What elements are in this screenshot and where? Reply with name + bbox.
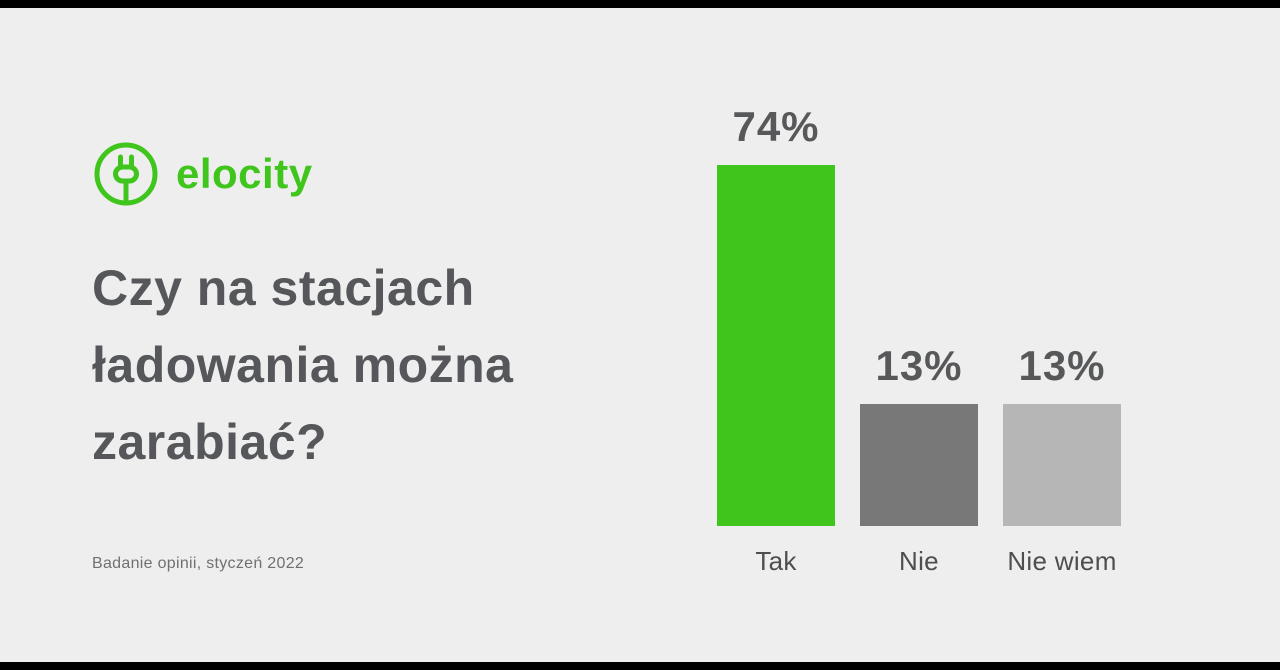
bar-group: 13% Nie: [860, 342, 978, 578]
bar-category-label: Nie: [899, 546, 939, 576]
headline-line: Czy na stacjach: [92, 260, 475, 316]
brand-logo: elocity: [92, 140, 652, 208]
letterbox-top: [0, 0, 1280, 8]
headline-line: zarabiać?: [92, 414, 328, 470]
bar-chart: 74% Tak 13% Nie 13% Nie wiem: [717, 0, 1121, 578]
headline-line: ładowania można: [92, 337, 514, 393]
left-column: elocity Czy na stacjach ładowania można …: [92, 140, 652, 481]
bar-value-label: 13%: [1018, 342, 1106, 389]
ev-plug-icon: [92, 140, 160, 208]
headline: Czy na stacjach ładowania można zarabiać…: [92, 250, 652, 481]
bar-value-label: 13%: [875, 342, 963, 389]
bar-group: 74% Tak: [717, 103, 835, 578]
bar-group: 13% Nie wiem: [1003, 342, 1121, 578]
bar: [860, 404, 978, 526]
source-note: Badanie opinii, styczeń 2022: [92, 555, 305, 572]
bar-value-label: 74%: [732, 103, 820, 150]
bar-category-label: Nie wiem: [1007, 546, 1117, 576]
bar-category-label: Tak: [755, 546, 797, 576]
bar: [717, 165, 835, 526]
brand-name: elocity: [176, 150, 313, 197]
letterbox-bottom: [0, 662, 1280, 670]
bar: [1003, 404, 1121, 526]
